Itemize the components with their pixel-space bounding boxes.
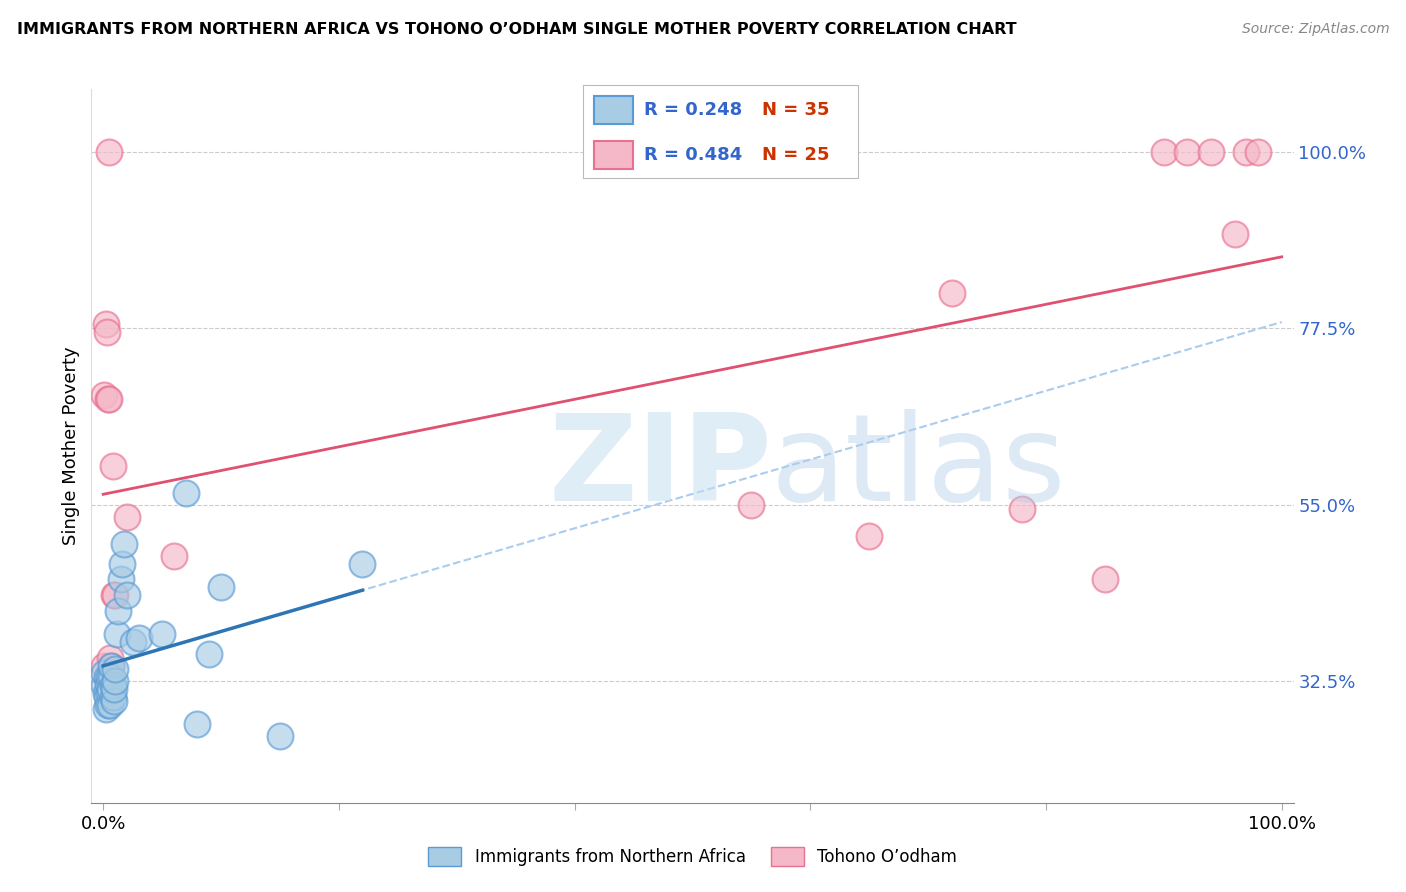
Point xyxy=(101,690,124,704)
Text: N = 25: N = 25 xyxy=(762,146,830,164)
Point xyxy=(352,557,374,571)
Point xyxy=(115,509,138,524)
FancyBboxPatch shape xyxy=(595,96,633,124)
Point xyxy=(941,286,963,301)
Point xyxy=(104,663,127,677)
Text: N = 35: N = 35 xyxy=(762,101,830,119)
Point xyxy=(1153,145,1175,159)
Point xyxy=(100,658,122,673)
Point xyxy=(98,650,121,665)
Point xyxy=(198,647,221,661)
Text: IMMIGRANTS FROM NORTHERN AFRICA VS TOHONO O’ODHAM SINGLE MOTHER POVERTY CORRELAT: IMMIGRANTS FROM NORTHERN AFRICA VS TOHON… xyxy=(17,22,1017,37)
Legend: Immigrants from Northern Africa, Tohono O’odham: Immigrants from Northern Africa, Tohono … xyxy=(422,840,963,873)
Point xyxy=(93,658,115,673)
Point xyxy=(186,717,208,731)
Point xyxy=(107,604,129,618)
Point xyxy=(150,627,173,641)
Point xyxy=(110,572,132,586)
Point xyxy=(104,588,127,602)
FancyBboxPatch shape xyxy=(595,141,633,169)
Text: Source: ZipAtlas.com: Source: ZipAtlas.com xyxy=(1241,22,1389,37)
Point xyxy=(111,557,134,571)
Point xyxy=(96,690,118,704)
Point xyxy=(115,588,138,602)
Point xyxy=(112,537,135,551)
Text: atlas: atlas xyxy=(770,409,1066,526)
Point xyxy=(858,529,880,543)
Point xyxy=(97,678,120,692)
Point xyxy=(96,670,118,684)
Point xyxy=(1011,501,1033,516)
Point xyxy=(100,670,122,684)
Point xyxy=(1223,227,1246,242)
Point xyxy=(93,678,115,692)
Point xyxy=(98,682,121,697)
Point xyxy=(94,686,117,700)
Point xyxy=(103,682,125,697)
Point xyxy=(1234,145,1257,159)
Point xyxy=(1177,145,1199,159)
Point xyxy=(105,627,128,641)
Point xyxy=(97,698,120,712)
Point xyxy=(98,392,121,406)
Point xyxy=(163,549,186,563)
Point xyxy=(269,729,291,743)
Point xyxy=(101,458,124,473)
Y-axis label: Single Mother Poverty: Single Mother Poverty xyxy=(62,347,80,545)
Point xyxy=(100,658,122,673)
Text: R = 0.248: R = 0.248 xyxy=(644,101,742,119)
Point xyxy=(101,678,124,692)
Point xyxy=(98,686,121,700)
Point xyxy=(98,698,121,712)
Point xyxy=(103,694,125,708)
Point xyxy=(103,588,125,602)
Point xyxy=(98,145,121,159)
Point xyxy=(97,392,120,406)
Point xyxy=(104,674,127,689)
Point xyxy=(98,670,121,684)
Point xyxy=(128,631,150,645)
Point xyxy=(94,702,117,716)
Point xyxy=(93,666,115,681)
Point xyxy=(96,326,118,340)
Point xyxy=(740,498,762,512)
Point xyxy=(121,635,143,649)
Point xyxy=(1247,145,1270,159)
Point xyxy=(1094,572,1116,586)
Point xyxy=(174,486,197,500)
Point xyxy=(93,388,115,402)
Point xyxy=(209,580,232,594)
Text: ZIP: ZIP xyxy=(548,409,772,526)
Text: R = 0.484: R = 0.484 xyxy=(644,146,742,164)
Point xyxy=(1199,145,1222,159)
Point xyxy=(94,318,117,332)
